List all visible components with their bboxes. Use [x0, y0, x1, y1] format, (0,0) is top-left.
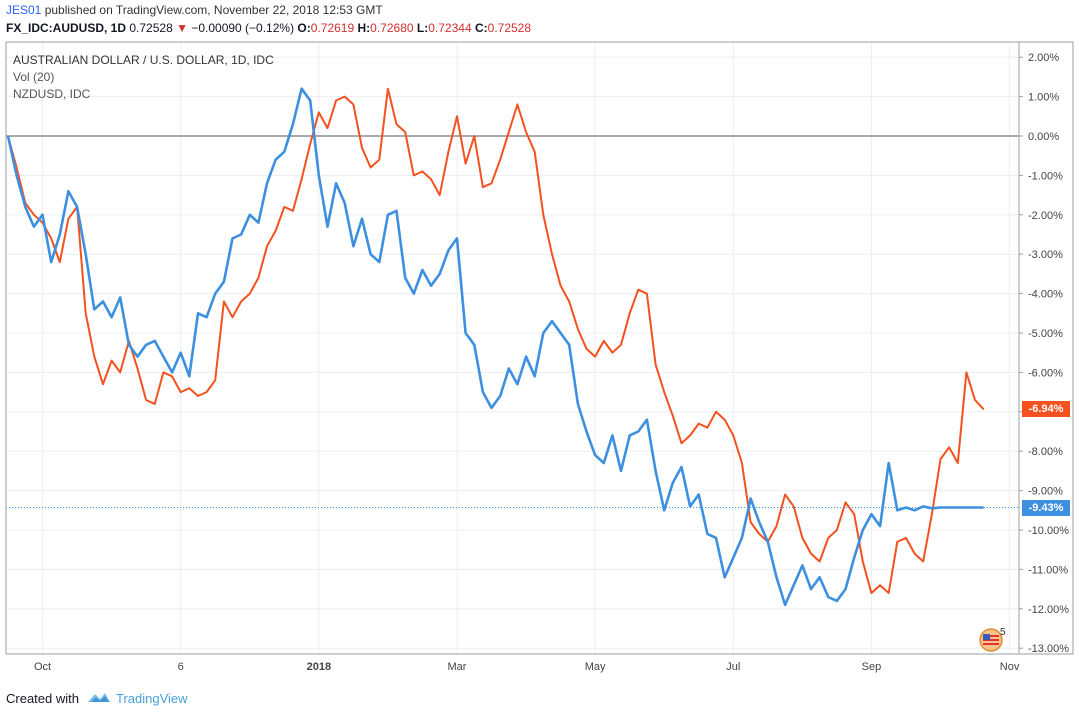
- open-label: O:: [297, 21, 311, 35]
- y-tick-label: -10.00%: [1028, 525, 1069, 537]
- events-count: 5: [1000, 627, 1006, 638]
- chart-legend: AUSTRALIAN DOLLAR / U.S. DOLLAR, 1D, IDC…: [13, 52, 274, 103]
- published-text: published on TradingView.com, November 2…: [44, 3, 383, 17]
- y-tick-label: -1.00%: [1028, 170, 1063, 182]
- y-tick-label: -6.00%: [1028, 367, 1063, 379]
- y-tick-label: -9.00%: [1028, 486, 1063, 498]
- symbol-info: FX_IDC:AUDUSD, 1D 0.72528 ▼ −0.00090 (−0…: [6, 21, 531, 35]
- y-tick-label: -3.00%: [1028, 249, 1063, 261]
- y-tick-label: -4.00%: [1028, 289, 1063, 301]
- footer: Created with TradingView: [6, 690, 188, 707]
- x-tick-label: Nov: [1000, 661, 1020, 673]
- y-tick-label: -8.00%: [1028, 446, 1063, 458]
- x-tick-label: 6: [178, 661, 184, 673]
- y-tick-label: -11.00%: [1028, 564, 1068, 576]
- author-link[interactable]: JES01: [6, 3, 42, 17]
- low-label: L:: [416, 21, 429, 35]
- tradingview-brand-link[interactable]: TradingView: [115, 691, 188, 706]
- legend-compare-symbol[interactable]: NZDUSD, IDC: [13, 87, 91, 101]
- created-with-text: Created with: [6, 691, 79, 706]
- y-tick-label: 2.00%: [1028, 52, 1059, 64]
- price-change: −0.00090 (−0.12%): [191, 21, 295, 35]
- high-label: H:: [357, 21, 371, 35]
- nzdusd-line: [6, 87, 984, 607]
- x-tick-label: Mar: [448, 661, 467, 673]
- high-value: 0.72680: [370, 21, 414, 35]
- down-arrow-icon: ▼: [176, 21, 188, 35]
- legend-main-symbol[interactable]: AUSTRALIAN DOLLAR / U.S. DOLLAR, 1D, IDC: [13, 53, 274, 67]
- close-label: C:: [474, 21, 488, 35]
- open-value: 0.72619: [310, 21, 355, 35]
- x-tick-label: Sep: [862, 661, 882, 673]
- x-tick-label: 2018: [307, 661, 331, 673]
- close-value: 0.72528: [487, 21, 532, 35]
- y-tick-label: 0.00%: [1028, 131, 1059, 143]
- audusd-line: [7, 87, 985, 594]
- y-tick-label: 1.00%: [1028, 92, 1059, 104]
- last-price: 0.72528: [129, 21, 173, 35]
- y-tick-label: -5.00%: [1028, 328, 1063, 340]
- x-axis: Oct 6 2018 Mar May Jul Sep Nov: [34, 661, 1020, 673]
- events-badge[interactable]: 5: [978, 626, 1006, 654]
- y-tick-label: -13.00%: [1028, 643, 1069, 655]
- us-flag-icon: [979, 628, 1003, 652]
- series-lines: [6, 87, 1019, 607]
- low-value: 0.72344: [428, 21, 472, 35]
- x-tick-label: Oct: [34, 661, 51, 673]
- x-tick-label: Jul: [726, 661, 740, 673]
- publish-info: JES01 published on TradingView.com, Nove…: [6, 3, 383, 17]
- legend-volume[interactable]: Vol (20): [13, 70, 55, 84]
- tradingview-logo-icon: [87, 690, 111, 707]
- y-tick-label: -2.00%: [1028, 210, 1063, 222]
- y-axis: 2.00% 1.00% 0.00% -1.00% -2.00% -3.00% -4.00% -…: [1019, 52, 1069, 655]
- symbol-name: FX_IDC:AUDUSD, 1D: [6, 21, 127, 35]
- audusd-last-value-tag: -6.94%: [1022, 401, 1070, 418]
- y-tick-label: -12.00%: [1028, 604, 1069, 616]
- x-tick-label: May: [585, 661, 606, 673]
- nzdusd-last-value-tag: -9.43%: [1022, 499, 1070, 516]
- grid-lines: [6, 42, 1019, 654]
- price-scale-frame: [1018, 41, 1074, 655]
